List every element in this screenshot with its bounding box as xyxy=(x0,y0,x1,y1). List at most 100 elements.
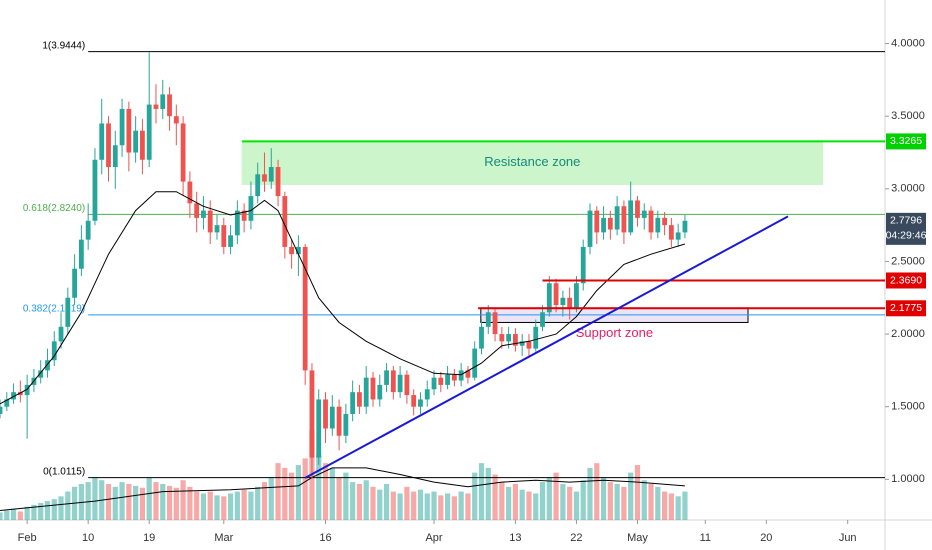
candle-body xyxy=(173,116,179,124)
volume-bar xyxy=(146,477,152,520)
candle-body xyxy=(17,392,23,396)
candle-body xyxy=(607,217,613,230)
price-label: 2.1775 xyxy=(890,302,922,314)
candle-body xyxy=(390,370,396,393)
candle-body xyxy=(201,210,206,218)
candle-body xyxy=(350,392,356,414)
volume-bar xyxy=(411,491,417,520)
fib-label: 0.618(2.8240) xyxy=(23,203,85,214)
candle-body xyxy=(377,384,383,400)
candle-body xyxy=(397,374,403,393)
candle-body xyxy=(282,196,288,247)
candle-body xyxy=(499,334,505,342)
y-tick-label: 2.5000 xyxy=(891,255,925,267)
volume-bar xyxy=(614,484,620,520)
candle-body xyxy=(343,413,349,436)
volume-bar xyxy=(648,484,654,520)
candle-body xyxy=(275,167,281,197)
volume-bar xyxy=(139,487,146,520)
candle-body xyxy=(621,206,627,233)
candle-body xyxy=(24,384,30,396)
volume-bar xyxy=(214,495,220,520)
y-tick-label: 2.0000 xyxy=(891,328,925,340)
y-tick-label: 1.0000 xyxy=(891,473,925,485)
candle-body xyxy=(160,94,166,109)
candle-body xyxy=(546,283,552,313)
volume-bar xyxy=(207,491,213,520)
candle-body xyxy=(519,341,525,346)
price-label-bg xyxy=(886,133,926,150)
x-tick-label: 20 xyxy=(760,532,772,544)
zone-label: Resistance zone xyxy=(484,154,580,169)
x-tick-label: 13 xyxy=(509,532,521,544)
volume-bar xyxy=(255,486,261,520)
x-tick-label: Jun xyxy=(839,532,857,544)
candle-body xyxy=(194,203,200,218)
candle-body xyxy=(438,377,444,385)
candle-body xyxy=(601,217,606,233)
candle-body xyxy=(424,389,430,400)
candle-body xyxy=(506,334,512,342)
volume-bar xyxy=(173,487,179,520)
volume-bar xyxy=(336,477,342,520)
candle-body xyxy=(214,225,220,233)
volume-bar xyxy=(289,472,295,520)
volume-bar xyxy=(322,463,329,520)
candle-body xyxy=(465,370,471,378)
volume-bar xyxy=(546,477,552,520)
candle-body xyxy=(472,348,478,378)
volume-bar xyxy=(126,484,132,520)
zone-label: Support zone xyxy=(576,325,653,340)
candle-body xyxy=(431,377,437,390)
candle-body xyxy=(38,370,44,378)
candle-body xyxy=(404,374,410,396)
price-label-bg xyxy=(886,272,926,289)
candle-body xyxy=(4,399,10,407)
candle-body xyxy=(140,130,145,160)
price-label-bg xyxy=(886,212,926,245)
volume-bar xyxy=(580,480,586,520)
volume-bar xyxy=(567,486,573,520)
volume-bar xyxy=(31,504,37,520)
candle-body xyxy=(533,326,539,349)
trendline xyxy=(304,215,789,479)
volume-bar xyxy=(241,489,247,520)
volume-bar xyxy=(275,463,281,520)
volume-bar xyxy=(458,491,464,520)
candle-body xyxy=(268,167,274,182)
volume-bar xyxy=(153,482,159,520)
volume-bar xyxy=(295,465,301,520)
price-label: 2.7796 xyxy=(890,215,922,227)
volume-bar xyxy=(472,472,478,520)
candle-body xyxy=(675,232,681,240)
candle-body xyxy=(641,210,647,218)
candle-body xyxy=(614,206,620,230)
candle-body xyxy=(587,210,593,247)
candle-body xyxy=(363,377,369,407)
candle-body xyxy=(133,130,139,153)
volume-bar xyxy=(519,489,525,520)
volume-bar xyxy=(573,491,580,520)
volume-bar xyxy=(194,491,200,520)
volume-bar xyxy=(234,491,240,520)
candle-body xyxy=(228,235,233,247)
candle-body xyxy=(580,246,586,284)
volume-bar xyxy=(661,491,668,520)
candle-body xyxy=(58,326,64,342)
candle-body xyxy=(492,312,498,335)
volume-bar xyxy=(600,477,607,520)
volume-bar xyxy=(268,477,274,520)
volume-bar xyxy=(417,489,424,520)
candle-body xyxy=(180,123,186,182)
volume-bar xyxy=(668,493,674,520)
volume-bar xyxy=(492,474,498,520)
volume-bar xyxy=(506,486,512,520)
candle-body xyxy=(668,225,674,240)
candle-body xyxy=(99,123,105,160)
volume-bar xyxy=(187,486,193,520)
volume-bar xyxy=(682,491,688,520)
candle-body xyxy=(289,246,295,255)
candle-body xyxy=(241,210,247,221)
